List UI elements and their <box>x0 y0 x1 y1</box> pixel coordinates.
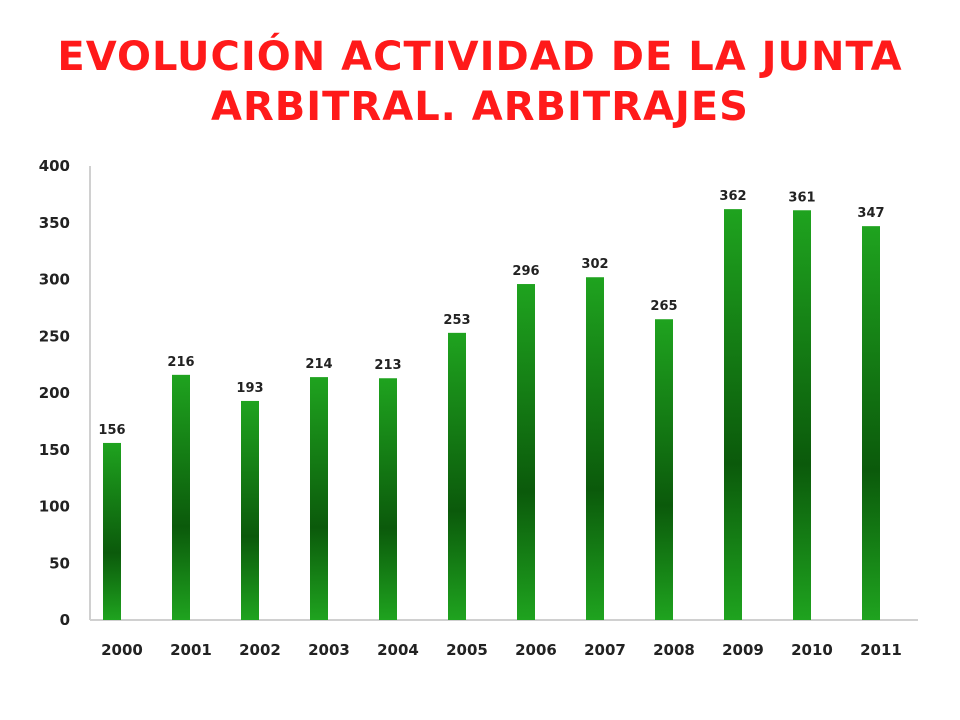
chart-title: EVOLUCIÓN ACTIVIDAD DE LA JUNTA ARBITRAL… <box>0 32 960 132</box>
data-label: 296 <box>512 264 539 279</box>
bar <box>586 277 604 620</box>
y-tick-label: 200 <box>39 384 70 402</box>
chart-title-line1: EVOLUCIÓN ACTIVIDAD DE LA JUNTA <box>57 34 903 80</box>
x-tick-label: 2006 <box>515 641 557 659</box>
data-label: 302 <box>581 257 608 272</box>
bar <box>241 400 259 620</box>
bar <box>517 284 535 620</box>
x-tick-label: 2000 <box>101 641 143 659</box>
y-tick-label: 100 <box>39 498 70 516</box>
y-tick-label: 250 <box>39 327 70 345</box>
y-tick-label: 300 <box>39 271 70 289</box>
y-tick-label: 150 <box>39 441 70 459</box>
data-label: 156 <box>98 423 125 438</box>
y-tick-label: 50 <box>49 554 70 572</box>
x-tick-label: 2002 <box>239 641 281 659</box>
data-label: 193 <box>236 381 263 396</box>
data-label: 253 <box>443 313 470 328</box>
data-label: 213 <box>374 358 401 373</box>
bar <box>379 378 397 620</box>
bar <box>103 442 121 620</box>
data-label: 265 <box>650 299 677 314</box>
chart-title-line2: ARBITRAL. ARBITRAJES <box>211 84 749 130</box>
data-labels: 156 216 193 214 213 253 296 302 265 362 361 347 <box>98 189 884 438</box>
data-label: 216 <box>167 355 194 370</box>
bar <box>655 319 673 620</box>
y-axis-ticks: 0 50 100 150 200 250 300 350 400 <box>39 157 70 629</box>
x-tick-label: 2007 <box>584 641 626 659</box>
x-tick-label: 2004 <box>377 641 419 659</box>
bar <box>793 210 811 620</box>
x-tick-label: 2001 <box>170 641 212 659</box>
data-label: 361 <box>788 190 815 205</box>
x-tick-label: 2009 <box>722 641 764 659</box>
data-label: 214 <box>305 357 332 372</box>
x-tick-label: 2003 <box>308 641 350 659</box>
data-label: 347 <box>857 206 884 221</box>
chart-axes <box>89 166 918 621</box>
x-tick-label: 2011 <box>860 641 902 659</box>
x-tick-label: 2005 <box>446 641 488 659</box>
bar <box>172 374 190 620</box>
bars <box>103 209 880 620</box>
bar <box>724 209 742 620</box>
bar <box>310 377 328 620</box>
x-tick-label: 2010 <box>791 641 833 659</box>
y-tick-label: 350 <box>39 214 70 232</box>
x-axis-ticks: 2000 2001 2002 2003 2004 2005 2006 2007 2008 2009… <box>101 641 902 659</box>
bar <box>448 332 466 620</box>
bar <box>862 226 880 620</box>
y-tick-label: 400 <box>39 157 70 175</box>
y-tick-label: 0 <box>60 611 70 629</box>
data-label: 362 <box>719 189 746 204</box>
x-tick-label: 2008 <box>653 641 695 659</box>
